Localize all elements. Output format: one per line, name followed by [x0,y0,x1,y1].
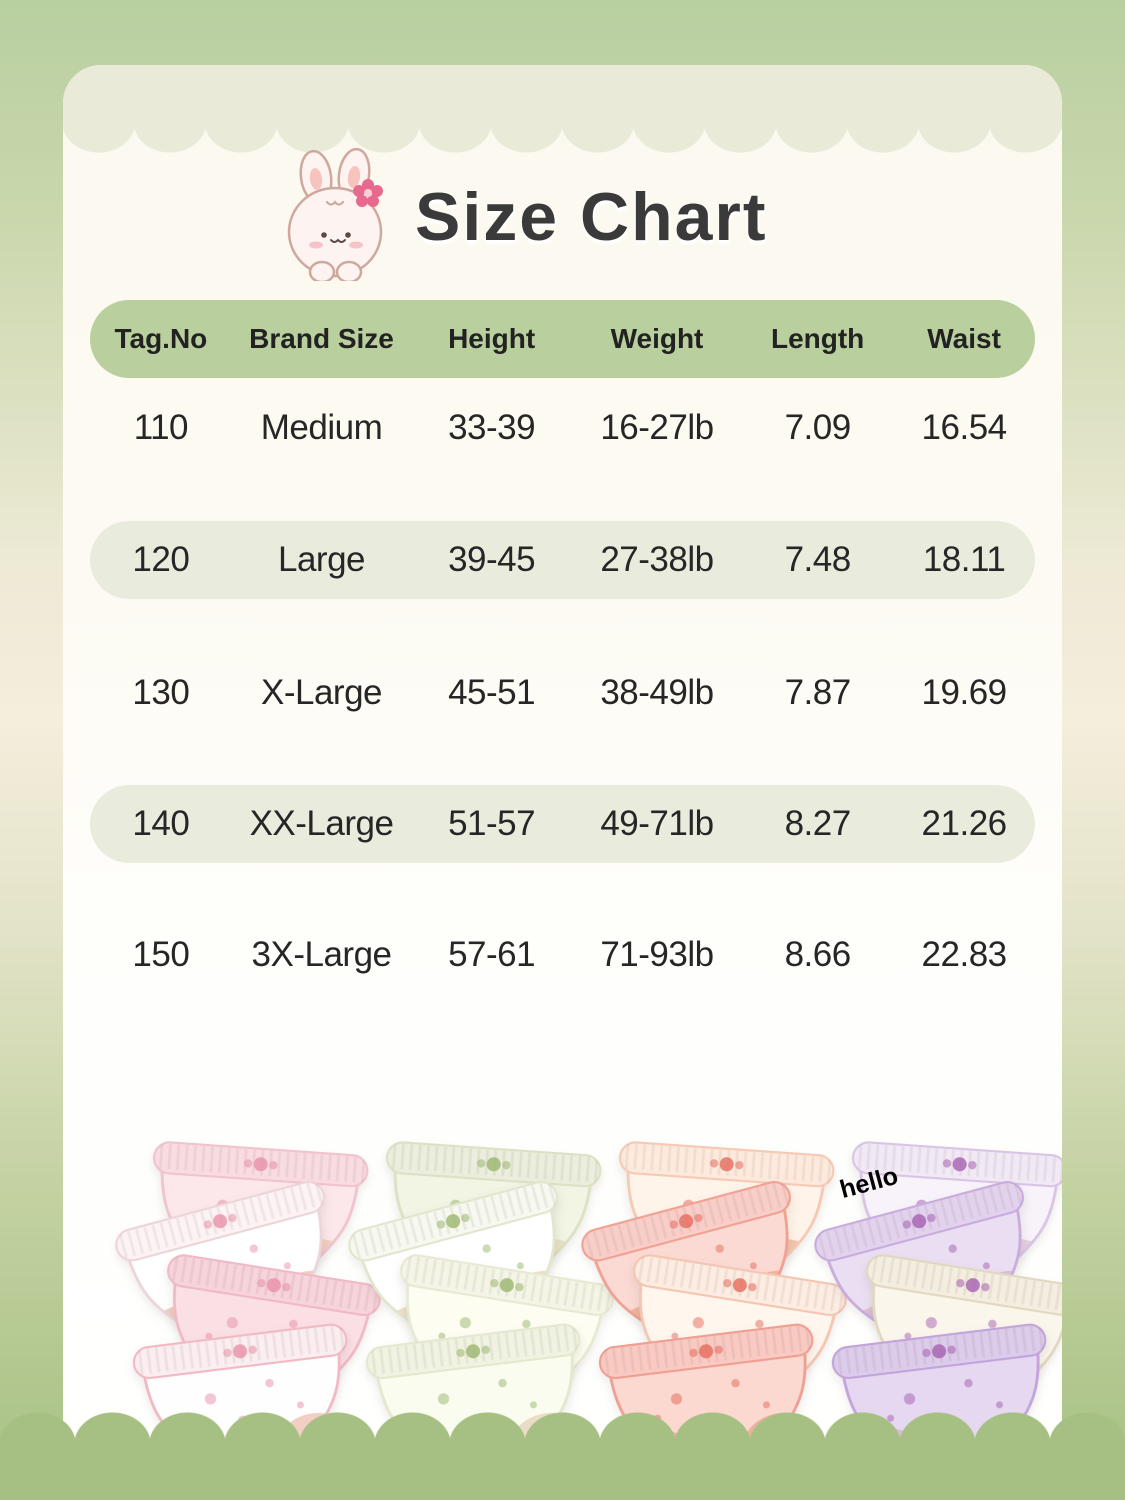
page-title: Size Chart [415,179,768,255]
cell-brand-size: Medium [260,408,383,447]
column-header-height: Height [448,323,536,354]
column-header-tag-no: Tag.No [114,323,208,354]
product-photo-pink-set [101,1057,326,1384]
bunny-inner-ear [347,166,361,188]
cell-height: 39-45 [448,540,536,579]
cell-tag-no: 110 [133,408,189,447]
cell-length: 7.87 [784,673,852,712]
cell-waist: 22.83 [921,935,1008,974]
cell-tag-no: 150 [132,935,190,974]
cell-tag-no: 130 [132,673,190,712]
size-table: Tag.No Brand Size Height Weight Length W… [90,300,1035,1000]
table-row-120: 120 Large 39-45 27-38lb 7.48 18.11 [90,521,1035,599]
cell-tag-no: 140 [132,804,190,843]
cell-height: 45-51 [448,673,536,712]
table-row-130: 130 X-Large 45-51 38-49lb 7.87 19.69 [90,654,1035,732]
cell-brand-size: X-Large [261,673,383,712]
bunny-inner-ear [309,168,323,190]
cell-brand-size: Large [278,540,366,579]
cell-brand-size: XX-Large [249,804,394,843]
column-header-brand-size: Brand Size [249,323,394,354]
cell-length: 7.48 [784,540,852,579]
cell-height: 57-61 [448,935,536,974]
cell-height: 51-57 [448,804,536,843]
cell-height: 33-39 [448,408,536,447]
cell-tag-no: 120 [132,540,190,579]
cell-length: 8.66 [784,935,852,974]
table-row-110: 110 Medium 33-39 16-27lb 7.09 16.54 [90,389,1035,467]
cell-waist: 18.11 [922,540,1006,579]
size-card: Size Chart Tag.No Brand Size Height Weig… [63,65,1062,1500]
table-row-140: 140 XX-Large 51-57 49-71lb 8.27 21.26 [90,785,1035,863]
product-photos-row: hello [101,1057,1025,1392]
cell-weight: 38-49lb [600,673,714,712]
scallop-bottom-border [0,1412,1125,1500]
bunny-icon [287,147,383,281]
cell-waist: 16.54 [921,408,1008,447]
product-photo-purple-set: hello [800,1057,1025,1384]
cell-weight: 71-93lb [600,935,714,974]
cell-length: 7.09 [784,408,852,447]
cell-waist: 21.26 [921,804,1008,843]
scallop-top-border [63,65,1062,153]
cell-weight: 49-71lb [600,804,714,843]
product-photo-green-set [334,1057,559,1384]
column-header-length: Length [770,323,865,354]
table-row-150: 150 3X-Large 57-61 71-93lb 8.66 22.83 [90,916,1035,994]
cell-brand-size: 3X-Large [251,935,392,974]
cell-length: 8.27 [784,804,852,843]
table-header-row: Tag.No Brand Size Height Weight Length W… [90,300,1035,378]
product-photo-peach-set [567,1057,792,1384]
flower-icon [353,179,383,207]
cell-weight: 27-38lb [600,540,714,579]
cell-waist: 19.69 [921,673,1008,712]
cell-weight: 16-27lb [600,408,714,447]
column-header-waist: Waist [927,323,1001,354]
column-header-weight: Weight [610,323,704,354]
